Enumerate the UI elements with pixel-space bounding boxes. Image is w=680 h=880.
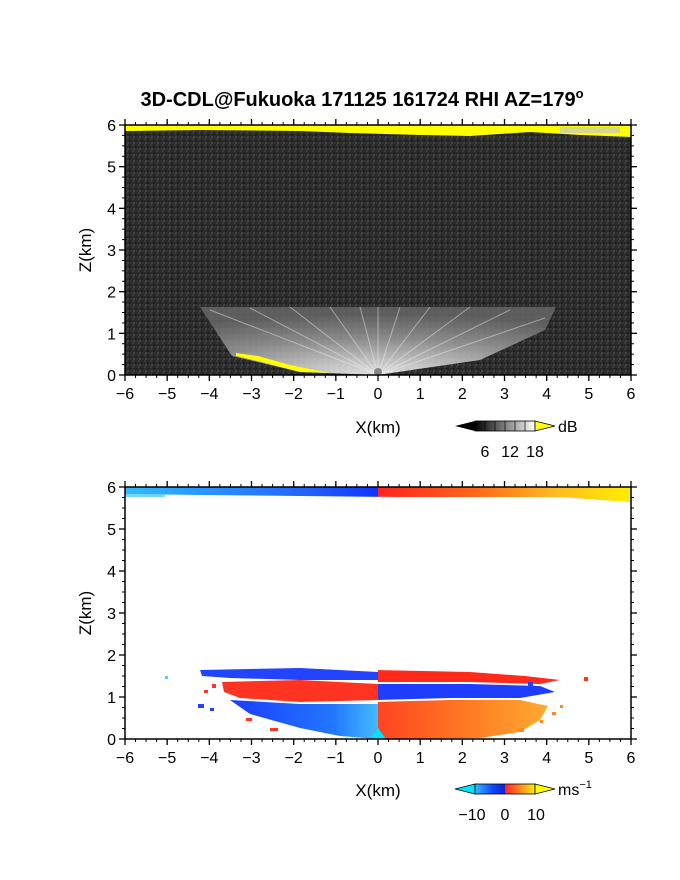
backscatter-colorbar: dB 6 12 18 [455, 419, 578, 461]
backscatter-colorbar-tick: 18 [526, 444, 544, 461]
x-tick-label: 2 [458, 750, 467, 767]
velocity-axes: −6 −5 −4 −3 −2 −1 0 1 2 3 4 5 6 0 1 2 3 4 5 6 [107, 480, 637, 767]
backscatter-xlabel: X(km) [355, 418, 400, 437]
x-tick-label: −3 [242, 750, 260, 767]
backscatter-colorbar-unit: dB [558, 419, 578, 436]
y-tick-label: 1 [107, 690, 116, 707]
velocity-ylabel: Z(km) [76, 591, 95, 635]
velocity-colorbar-tick: −10 [458, 807, 485, 824]
backscatter-panel [125, 125, 631, 375]
velocity-colorbar: ms−1 −10 0 10 [454, 779, 592, 824]
y-tick-label: 5 [107, 522, 116, 539]
x-tick-label: 4 [542, 386, 551, 403]
y-tick-label: 5 [107, 160, 116, 177]
x-tick-label: 4 [542, 750, 551, 767]
x-tick-label: −1 [327, 750, 345, 767]
x-tick-label: 3 [500, 386, 509, 403]
y-tick-label: 3 [107, 606, 116, 623]
y-tick-label: 0 [107, 732, 116, 749]
x-tick-label: 6 [627, 386, 636, 403]
x-tick-label: 5 [584, 386, 593, 403]
x-tick-label: 6 [627, 750, 636, 767]
x-tick-label: −6 [116, 750, 134, 767]
velocity-colorbar-tick: 0 [501, 807, 510, 824]
x-tick-label: −2 [285, 386, 303, 403]
y-tick-label: 4 [107, 201, 116, 218]
x-tick-label: −1 [327, 386, 345, 403]
x-tick-label: 1 [416, 386, 425, 403]
x-tick-label: 2 [458, 386, 467, 403]
backscatter-colorbar-tick: 12 [501, 444, 519, 461]
x-tick-label: −3 [242, 386, 260, 403]
y-tick-label: 6 [107, 118, 116, 135]
y-tick-label: 1 [107, 326, 116, 343]
backscatter-axes: −6 −5 −4 −3 −2 −1 0 1 2 3 4 5 6 0 1 2 3 4 5 6 [107, 118, 637, 403]
velocity-xlabel: X(km) [355, 781, 400, 800]
y-tick-label: 4 [107, 564, 116, 581]
x-tick-label: 0 [374, 750, 383, 767]
x-tick-label: −5 [158, 386, 176, 403]
x-tick-label: 5 [584, 750, 593, 767]
backscatter-ylabel: Z(km) [76, 228, 95, 272]
x-tick-label: −4 [200, 386, 218, 403]
x-tick-label: 0 [374, 386, 383, 403]
chart-title: 3D-CDL@Fukuoka 171125 161724 RHI AZ=179o [140, 86, 583, 111]
x-tick-label: −6 [116, 386, 134, 403]
backscatter-colorbar-tick: 6 [481, 444, 490, 461]
velocity-colorbar-unit: ms−1 [558, 779, 592, 799]
y-tick-label: 2 [107, 648, 116, 665]
x-tick-label: −2 [285, 750, 303, 767]
velocity-panel [125, 487, 631, 739]
y-tick-label: 3 [107, 243, 116, 260]
x-tick-label: −4 [200, 750, 218, 767]
y-tick-label: 6 [107, 480, 116, 497]
velocity-colorbar-tick: 10 [527, 807, 545, 824]
y-tick-label: 2 [107, 285, 116, 302]
x-tick-label: 3 [500, 750, 509, 767]
x-tick-label: −5 [158, 750, 176, 767]
y-tick-label: 0 [107, 368, 116, 385]
x-tick-label: 1 [416, 750, 425, 767]
